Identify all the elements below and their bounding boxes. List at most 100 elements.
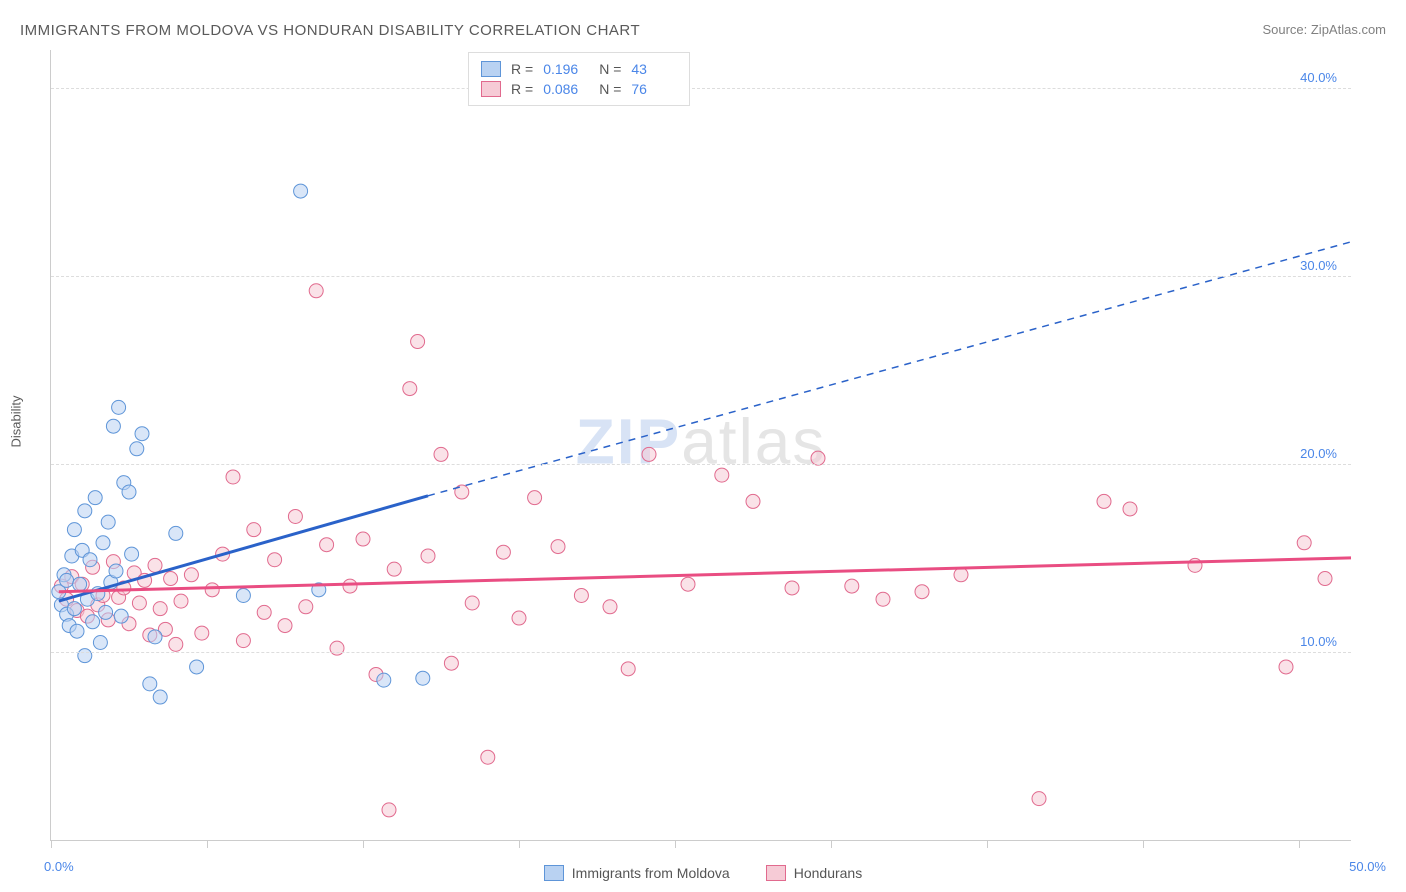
scatter-point — [954, 568, 968, 582]
x-tick — [1143, 840, 1144, 848]
scatter-point — [465, 596, 479, 610]
scatter-point — [551, 540, 565, 554]
scatter-point — [387, 562, 401, 576]
x-tick — [675, 840, 676, 848]
scatter-point — [785, 581, 799, 595]
gridline — [51, 652, 1351, 653]
scatter-point — [268, 553, 282, 567]
series-swatch — [481, 61, 501, 77]
scatter-point — [574, 588, 588, 602]
scatter-point — [603, 600, 617, 614]
scatter-point — [135, 427, 149, 441]
x-tick — [831, 840, 832, 848]
scatter-point — [356, 532, 370, 546]
gridline — [51, 276, 1351, 277]
scatter-point — [78, 649, 92, 663]
scatter-point — [403, 382, 417, 396]
scatter-point — [114, 609, 128, 623]
scatter-point — [1279, 660, 1293, 674]
scatter-point — [343, 579, 357, 593]
scatter-point — [876, 592, 890, 606]
scatter-point — [88, 491, 102, 505]
x-axis-max-label: 50.0% — [1349, 859, 1386, 874]
stat-n-value: 76 — [631, 81, 677, 97]
x-tick — [987, 840, 988, 848]
scatter-point — [112, 400, 126, 414]
series-swatch — [481, 81, 501, 97]
stats-row: R = 0.196 N = 43 — [481, 59, 677, 79]
scatter-point — [101, 515, 115, 529]
scatter-point — [1097, 494, 1111, 508]
legend-item: Immigrants from Moldova — [544, 865, 730, 881]
scatter-point — [70, 624, 84, 638]
scatter-point — [174, 594, 188, 608]
scatter-point — [512, 611, 526, 625]
scatter-point — [746, 494, 760, 508]
scatter-point — [421, 549, 435, 563]
scatter-point — [377, 673, 391, 687]
scatter-point — [169, 526, 183, 540]
scatter-point — [153, 602, 167, 616]
scatter-point — [86, 615, 100, 629]
trend-line — [59, 496, 428, 601]
gridline — [51, 464, 1351, 465]
scatter-point — [294, 184, 308, 198]
legend-swatch — [544, 865, 564, 881]
scatter-point — [78, 504, 92, 518]
legend-swatch — [766, 865, 786, 881]
scatter-point — [132, 596, 146, 610]
scatter-point — [60, 573, 74, 587]
legend-item: Hondurans — [766, 865, 863, 881]
scatter-point — [148, 558, 162, 572]
scatter-point — [96, 536, 110, 550]
scatter-point — [1123, 502, 1137, 516]
scatter-point — [247, 523, 261, 537]
scatter-point — [83, 553, 97, 567]
scatter-point — [153, 690, 167, 704]
scatter-point — [122, 485, 136, 499]
y-tick-label: 40.0% — [101, 70, 1337, 85]
scatter-point — [681, 577, 695, 591]
stat-n-value: 43 — [631, 61, 677, 77]
source-attribution: Source: ZipAtlas.com — [1262, 22, 1386, 37]
scatter-point — [411, 335, 425, 349]
scatter-point — [278, 619, 292, 633]
chart-title: IMMIGRANTS FROM MOLDOVA VS HONDURAN DISA… — [20, 22, 640, 39]
stat-r-label: R = — [511, 61, 533, 77]
scatter-point — [621, 662, 635, 676]
stats-row: R =0.086N =76 — [481, 79, 677, 99]
scatter-point — [845, 579, 859, 593]
scatter-point — [205, 583, 219, 597]
chart-plot-area: ZIPatlas 10.0%20.0%30.0%40.0% — [50, 50, 1351, 841]
scatter-point — [184, 568, 198, 582]
scatter-point — [190, 660, 204, 674]
y-axis-title: Disability — [9, 395, 24, 447]
x-tick — [363, 840, 364, 848]
x-tick — [207, 840, 208, 848]
scatter-point — [416, 671, 430, 685]
scatter-point — [288, 509, 302, 523]
scatter-point — [915, 585, 929, 599]
y-tick-label: 10.0% — [101, 634, 1337, 649]
scatter-point — [528, 491, 542, 505]
stat-r-value: 0.196 — [543, 61, 589, 77]
scatter-point — [444, 656, 458, 670]
scatter-point — [226, 470, 240, 484]
scatter-point — [1318, 572, 1332, 586]
scatter-point — [481, 750, 495, 764]
bottom-legend: Immigrants from Moldova Hondurans — [0, 865, 1406, 884]
scatter-point — [67, 602, 81, 616]
x-tick — [519, 840, 520, 848]
gridline — [51, 88, 1351, 89]
scatter-point — [299, 600, 313, 614]
scatter-point — [67, 523, 81, 537]
scatter-point — [257, 605, 271, 619]
scatter-point — [1032, 792, 1046, 806]
scatter-point — [125, 547, 139, 561]
y-tick-label: 20.0% — [101, 446, 1337, 461]
scatter-point — [382, 803, 396, 817]
x-tick — [51, 840, 52, 848]
scatter-point — [496, 545, 510, 559]
stat-n-label: N = — [599, 61, 621, 77]
scatter-point — [143, 677, 157, 691]
